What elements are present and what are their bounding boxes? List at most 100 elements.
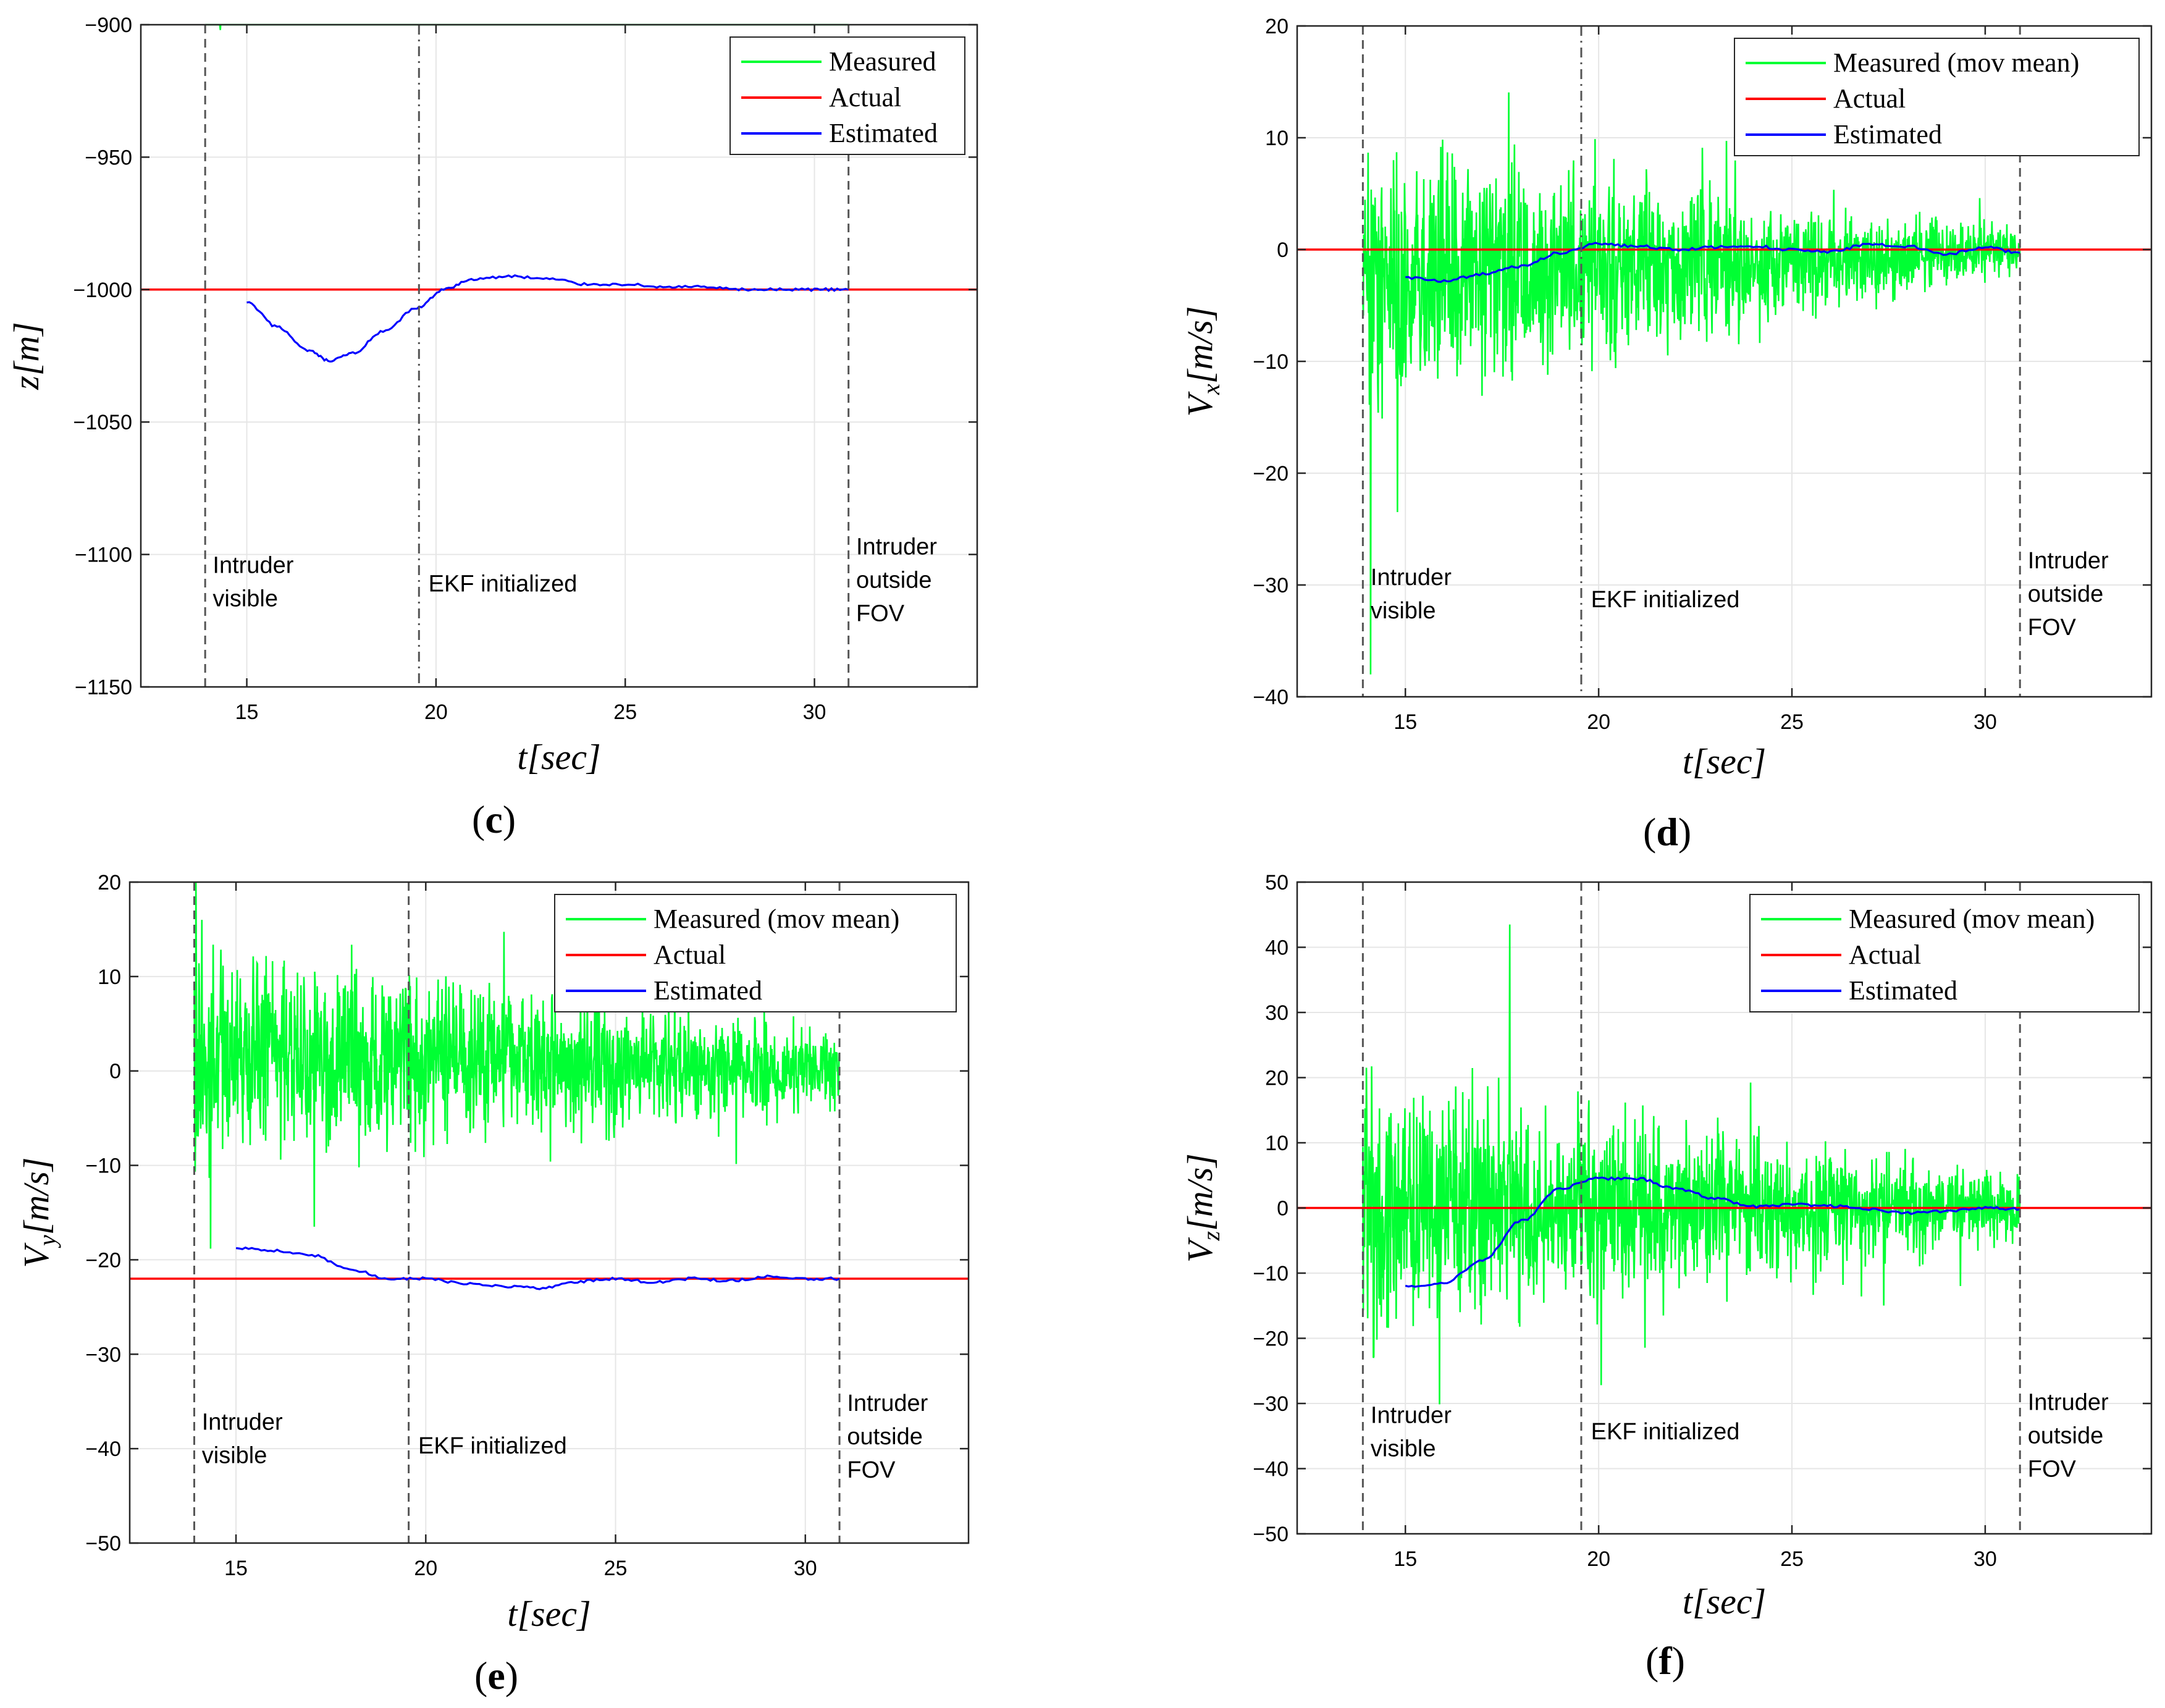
panel-label-e: (e) <box>474 1654 519 1697</box>
legend-label: Measured <box>829 46 936 77</box>
legend-label: Measured (mov mean) <box>1849 904 2095 934</box>
legend-label: Estimated <box>1849 975 1957 1006</box>
x-tick-label: 25 <box>1780 710 1804 734</box>
event-annotation: Intruder outside FOV <box>2028 1390 2109 1483</box>
event-annotation-line: visible <box>202 1443 267 1469</box>
series-estimated-line <box>1405 242 2020 284</box>
x-tick-label: 15 <box>235 700 259 724</box>
chart-panel-f: Intruder visible EKF initialized Intruder ou… <box>1180 871 2153 1622</box>
y-axis-label-symbol: V <box>1180 390 1220 416</box>
panel-label-d: (d) <box>1643 810 1692 854</box>
y-tick-label: 50 <box>1265 871 1288 894</box>
x-axis-label-unit: [sec] <box>1692 1581 1766 1622</box>
event-annotation-line: Intruder <box>1371 1403 1452 1429</box>
legend-box <box>1749 894 2140 1012</box>
event-annotation-line: visible <box>1371 1436 1436 1462</box>
y-axis-label-symbol: V <box>16 1242 56 1268</box>
event-annotation-line: visible <box>212 586 278 612</box>
legend-label: Actual <box>1849 940 1921 970</box>
legend-label: Actual <box>654 940 726 970</box>
y-tick-label: −950 <box>85 146 132 169</box>
event-annotation-line: FOV <box>847 1457 896 1483</box>
y-tick-label: −10 <box>1253 1262 1288 1285</box>
series-estimated-line <box>1405 1176 2020 1288</box>
legend-box <box>729 36 965 155</box>
legend-label: Measured (mov mean) <box>654 904 899 934</box>
y-tick-label: −900 <box>85 14 132 37</box>
series-measured-line <box>1362 924 2021 1405</box>
x-axis-label-symbol: t <box>517 737 528 777</box>
y-tick-label: −1000 <box>74 279 133 302</box>
x-tick-label: 25 <box>604 1557 628 1580</box>
x-tick-label: 25 <box>1780 1547 1804 1571</box>
y-tick-label: 20 <box>1265 15 1288 38</box>
event-annotation-line: outside <box>847 1424 923 1450</box>
panel-label-c: (c) <box>472 797 516 841</box>
chart-panel-d: Intruder visible EKF initialized Intruder ou… <box>1180 15 2153 781</box>
y-tick-label: −1050 <box>74 411 133 434</box>
x-tick-label: 15 <box>1394 1547 1417 1571</box>
y-axis-label-unit: [m/s] <box>16 1158 56 1235</box>
x-axis-label: t[sec] <box>1683 741 1766 781</box>
event-annotation-line: outside <box>2028 1423 2104 1449</box>
event-annotation-line: EKF initialized <box>429 571 578 597</box>
event-annotation: Intruder visible <box>1371 565 1452 624</box>
event-annotation-line: outside <box>856 568 932 594</box>
legend-label: Estimated <box>654 975 762 1006</box>
series-estimated-line <box>235 1246 840 1290</box>
event-annotation-line: EKF initialized <box>1591 1419 1740 1445</box>
event-annotation-line: outside <box>2028 581 2104 607</box>
event-annotation: Intruder visible <box>1371 1403 1452 1462</box>
y-axis-label-symbol: V <box>1180 1237 1220 1263</box>
event-annotation-line: FOV <box>2028 1457 2077 1483</box>
y-tick-label: −50 <box>85 1532 121 1555</box>
y-axis-label-subscript: z <box>1197 1231 1225 1241</box>
y-tick-label: −40 <box>1253 686 1288 709</box>
y-tick-label: −10 <box>85 1155 121 1178</box>
event-annotation-line: Intruder <box>202 1410 283 1436</box>
event-annotation-line: Intruder <box>856 534 937 560</box>
x-tick-label: 20 <box>414 1557 437 1580</box>
y-tick-label: −1100 <box>75 544 132 567</box>
y-axis-label-unit: [m/s] <box>1180 1153 1220 1231</box>
x-tick-label: 20 <box>1587 1547 1610 1571</box>
axes-box <box>128 881 970 1544</box>
y-tick-label: 20 <box>98 871 121 894</box>
x-axis-label: t[sec] <box>517 737 600 777</box>
y-tick-label: 30 <box>1265 1001 1288 1025</box>
y-tick-label: 10 <box>1265 127 1288 150</box>
x-tick-label: 20 <box>1587 710 1610 734</box>
y-tick-label: 0 <box>1277 238 1288 262</box>
y-tick-label: −40 <box>85 1437 121 1461</box>
event-annotation: Intruder outside FOV <box>847 1390 928 1483</box>
x-axis-label-symbol: t <box>1683 1581 1694 1622</box>
x-axis-label: t[sec] <box>1683 1581 1766 1622</box>
y-axis-label: Vy[m/s] <box>16 1158 61 1268</box>
event-annotation-line: Intruder <box>212 553 293 579</box>
event-annotation-line: FOV <box>856 601 905 627</box>
panel-label-f: (f) <box>1646 1639 1685 1683</box>
event-annotation-line: FOV <box>2028 615 2077 641</box>
event-annotation: EKF initialized <box>1591 587 1740 613</box>
x-tick-label: 25 <box>613 700 637 724</box>
x-axis-label-symbol: t <box>1683 741 1694 781</box>
chart-panel-e: Intruder visible EKF initialized Intruder ou… <box>16 871 970 1634</box>
event-annotation: Intruder outside FOV <box>856 534 937 627</box>
x-tick-label: 30 <box>803 700 826 724</box>
event-annotation: Intruder visible <box>212 553 293 612</box>
y-axis-label: Vx[m/s] <box>1180 306 1225 417</box>
y-axis-label-unit: [m] <box>6 322 46 376</box>
axes-box <box>140 23 978 688</box>
x-axis-label-unit: [sec] <box>1692 741 1766 781</box>
y-tick-label: −30 <box>1253 574 1288 597</box>
legend-box <box>1734 38 2140 156</box>
event-annotation: Intruder visible <box>202 1410 283 1469</box>
x-tick-label: 30 <box>1974 710 1997 734</box>
y-axis-label: z[m] <box>6 322 46 390</box>
y-tick-label: −30 <box>85 1343 121 1366</box>
y-tick-label: −20 <box>85 1248 121 1272</box>
x-tick-label: 20 <box>424 700 448 724</box>
chart-panel-c: Intruder visible EKF initialized Intruder ou… <box>6 14 978 777</box>
y-tick-label: −10 <box>1253 350 1288 374</box>
